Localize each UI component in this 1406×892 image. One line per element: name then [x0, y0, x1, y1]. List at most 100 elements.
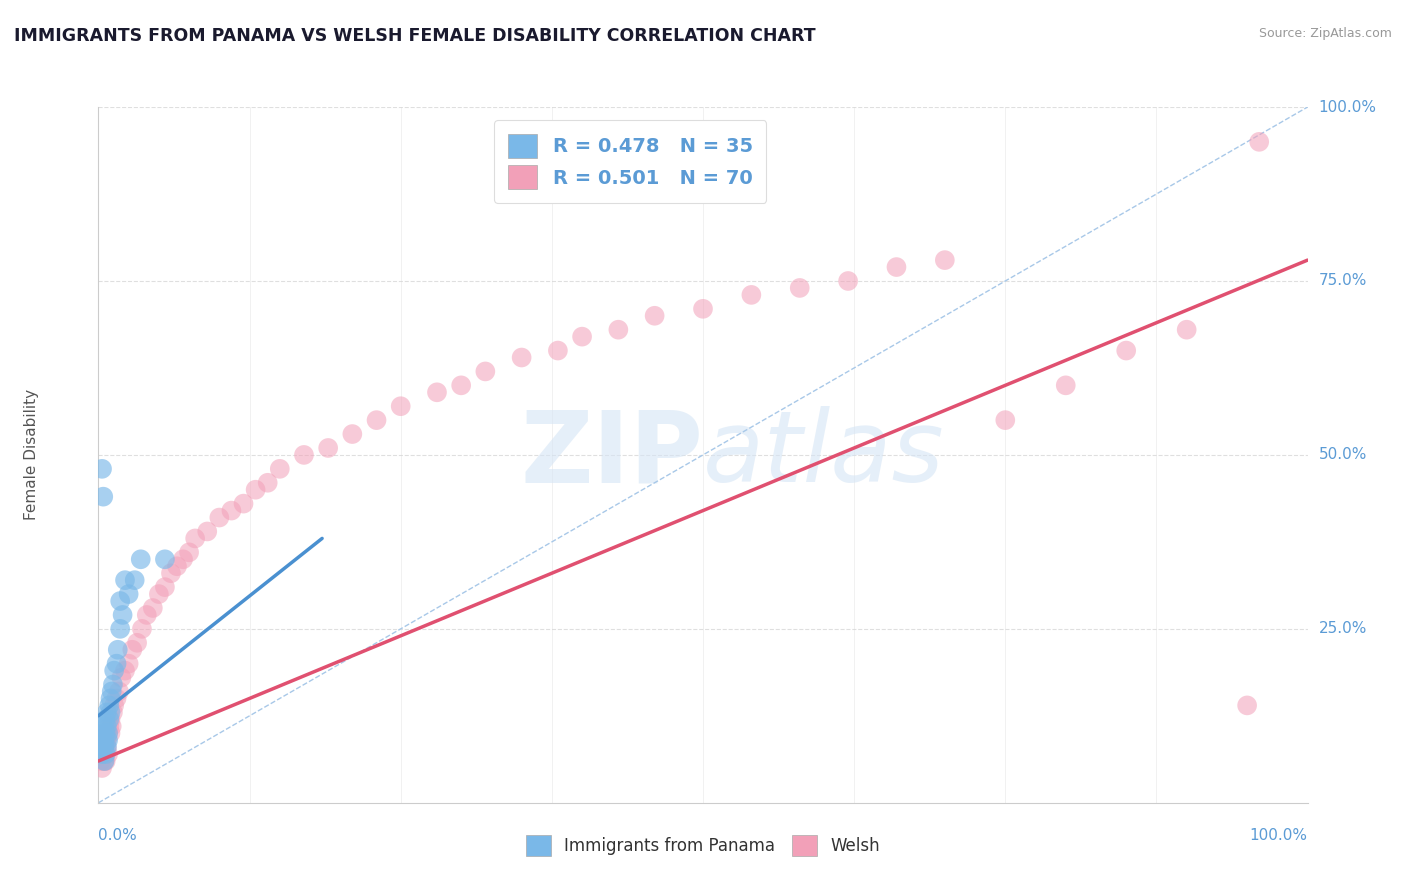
Point [100, 726, 122, 740]
Point [547, 343, 569, 358]
Point [97, 726, 120, 740]
Point [98, 698, 121, 713]
Point [101, 706, 124, 720]
Point [93, 740, 115, 755]
Point [426, 385, 449, 400]
Point [148, 587, 170, 601]
Point [837, 274, 859, 288]
Point [121, 642, 143, 657]
Point [94, 726, 117, 740]
Point [98, 712, 121, 726]
Point [184, 532, 207, 546]
Point [96, 706, 118, 720]
Point [1236, 698, 1258, 713]
Point [100, 712, 122, 726]
Point [108, 594, 131, 608]
Legend: Immigrants from Panama, Welsh: Immigrants from Panama, Welsh [517, 827, 889, 864]
Point [172, 552, 194, 566]
Point [221, 503, 243, 517]
Point [1054, 378, 1077, 392]
Point [607, 323, 630, 337]
Text: 25.0%: 25.0% [1319, 622, 1367, 636]
Point [93, 740, 115, 755]
Point [131, 622, 153, 636]
Point [91, 462, 114, 476]
Point [100, 691, 122, 706]
Text: ZIP: ZIP [520, 407, 703, 503]
Point [994, 413, 1017, 427]
Point [93, 733, 115, 747]
Point [124, 573, 146, 587]
Point [101, 677, 124, 691]
Point [208, 510, 231, 524]
Text: 75.0%: 75.0% [1319, 274, 1367, 288]
Point [105, 657, 128, 671]
Point [110, 671, 132, 685]
Point [292, 448, 315, 462]
Point [103, 698, 125, 713]
Point [97, 747, 120, 761]
Point [105, 691, 128, 706]
Point [91, 726, 114, 740]
Point [96, 719, 118, 733]
Point [886, 260, 908, 274]
Point [107, 642, 129, 657]
Point [108, 622, 131, 636]
Point [96, 733, 118, 747]
Point [366, 413, 388, 427]
Point [474, 364, 496, 378]
Point [94, 712, 117, 726]
Point [118, 587, 141, 601]
Point [571, 329, 593, 343]
Point [98, 719, 121, 733]
Point [100, 684, 122, 698]
Point [90, 754, 112, 768]
Point [91, 719, 114, 733]
Point [135, 607, 157, 622]
Point [269, 462, 291, 476]
Point [103, 664, 125, 678]
Point [96, 740, 118, 755]
Point [111, 607, 134, 622]
Point [91, 747, 114, 761]
Text: 100.0%: 100.0% [1250, 828, 1308, 843]
Text: atlas: atlas [703, 407, 945, 503]
Point [1249, 135, 1271, 149]
Point [93, 754, 115, 768]
Point [91, 747, 114, 761]
Point [97, 733, 120, 747]
Point [256, 475, 278, 490]
Text: Female Disability: Female Disability [24, 389, 39, 521]
Point [1175, 323, 1198, 337]
Point [114, 664, 136, 678]
Point [316, 441, 339, 455]
Point [342, 427, 364, 442]
Point [94, 733, 117, 747]
Point [94, 747, 117, 761]
Point [389, 399, 412, 413]
Point [94, 754, 117, 768]
Text: IMMIGRANTS FROM PANAMA VS WELSH FEMALE DISABILITY CORRELATION CHART: IMMIGRANTS FROM PANAMA VS WELSH FEMALE D… [14, 27, 815, 45]
Point [166, 559, 188, 574]
Point [100, 719, 122, 733]
Text: 50.0%: 50.0% [1319, 448, 1367, 462]
Point [232, 497, 254, 511]
Point [100, 706, 122, 720]
Point [97, 726, 120, 740]
Point [1115, 343, 1137, 358]
Point [160, 566, 183, 581]
Point [114, 573, 136, 587]
Point [153, 552, 176, 566]
Point [245, 483, 267, 497]
Point [692, 301, 714, 316]
Point [789, 281, 811, 295]
Point [91, 490, 114, 504]
Point [129, 552, 152, 566]
Point [118, 657, 141, 671]
Point [510, 351, 533, 365]
Text: Source: ZipAtlas.com: Source: ZipAtlas.com [1258, 27, 1392, 40]
Point [450, 378, 472, 392]
Point [91, 733, 114, 747]
Point [96, 740, 118, 755]
Point [93, 747, 115, 761]
